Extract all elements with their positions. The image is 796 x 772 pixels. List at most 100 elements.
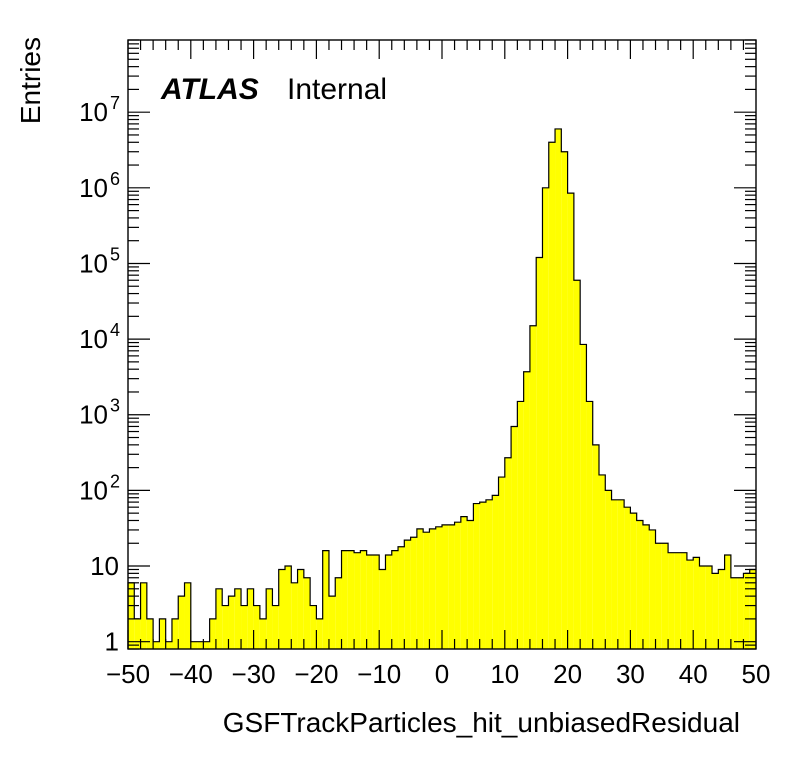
histogram-bin-20 xyxy=(253,605,260,649)
histogram-bin-77 xyxy=(611,499,618,649)
histogram-bin-28 xyxy=(303,577,311,649)
histogram-bin-73 xyxy=(586,401,593,649)
y-tick-exponent: 4 xyxy=(110,320,120,340)
x-axis-label: GSFTrackParticles_hit_unbiasedResidual xyxy=(223,707,740,738)
histogram-bin-69 xyxy=(561,151,568,649)
y-tick-exponent: 5 xyxy=(110,244,120,264)
histogram-bin-2 xyxy=(140,582,147,649)
y-tick-label: 10 xyxy=(79,324,108,354)
histogram-bin-44 xyxy=(404,540,411,649)
histogram-bin-70 xyxy=(567,193,574,649)
histogram-bin-34 xyxy=(341,550,348,649)
histogram-bin-43 xyxy=(398,546,405,649)
histogram-bin-81 xyxy=(636,520,643,649)
histogram-bin-64 xyxy=(529,325,537,649)
x-tick-label: −30 xyxy=(232,659,276,689)
histogram-bin-58 xyxy=(492,495,499,649)
histogram-bin-80 xyxy=(630,513,637,649)
histogram-bin-42 xyxy=(391,550,399,649)
histogram-bin-76 xyxy=(605,490,612,649)
x-tick-label: 20 xyxy=(553,659,582,689)
plot-frame xyxy=(127,39,757,650)
x-tick-label: 0 xyxy=(435,659,449,689)
histogram-outline xyxy=(127,128,756,649)
histogram-bin-86 xyxy=(668,552,675,649)
histogram-bin-41 xyxy=(385,554,392,649)
histogram-bin-7 xyxy=(171,618,179,649)
histogram-bin-95 xyxy=(724,554,731,649)
atlas-label: ATLAS xyxy=(160,73,259,106)
histogram-bin-91 xyxy=(699,566,706,649)
y-tick-label: 10 xyxy=(79,400,108,430)
histogram-bin-57 xyxy=(485,499,493,649)
histogram-bin-89 xyxy=(686,560,694,649)
y-tick-exponent: 3 xyxy=(110,396,120,416)
histogram-bin-25 xyxy=(285,566,292,649)
histogram-bin-54 xyxy=(467,520,474,649)
y-tick-label: 10 xyxy=(79,97,108,127)
histogram-bin-13 xyxy=(209,618,216,649)
histogram-bin-87 xyxy=(674,552,681,649)
histogram-bin-79 xyxy=(624,507,631,649)
x-tick-label: 10 xyxy=(490,659,519,689)
x-tick-label: −40 xyxy=(169,659,213,689)
histogram-bin-97 xyxy=(737,577,744,649)
histogram-bin-96 xyxy=(730,577,738,649)
x-tick-label: −50 xyxy=(106,659,150,689)
histogram-bin-78 xyxy=(617,499,625,649)
histogram-bin-16 xyxy=(228,596,235,649)
y-tick-label: 10 xyxy=(79,248,108,278)
histogram-bin-98 xyxy=(743,573,750,649)
histogram-bin-11 xyxy=(197,641,204,649)
y-tick-label: 1 xyxy=(105,627,119,657)
histogram-bin-26 xyxy=(291,582,298,649)
histogram-bin-35 xyxy=(347,550,355,649)
histogram-bin-23 xyxy=(272,605,279,649)
histogram-bin-30 xyxy=(316,618,323,649)
histogram-bin-22 xyxy=(266,588,273,649)
y-tick-exponent: 6 xyxy=(110,169,120,189)
histogram-bin-60 xyxy=(504,457,512,649)
histogram-bin-92 xyxy=(705,566,713,649)
x-tick-label: −10 xyxy=(357,659,401,689)
histogram-bin-83 xyxy=(649,529,656,649)
histogram-bin-15 xyxy=(222,605,229,649)
histogram-bin-0 xyxy=(128,582,135,649)
histogram-bin-67 xyxy=(548,142,556,650)
histogram-bin-68 xyxy=(555,128,562,649)
histogram-bin-65 xyxy=(536,257,543,649)
x-tick-labels: −50 −40 −30 −20 −10 0 10 20 30 40 50 xyxy=(106,659,771,689)
histogram-bin-12 xyxy=(203,641,210,649)
histogram-bin-93 xyxy=(712,573,719,649)
histogram-bin-29 xyxy=(310,605,317,649)
histogram-bin-27 xyxy=(297,569,304,649)
x-tick-label: 40 xyxy=(679,659,708,689)
y-tick-label: 10 xyxy=(79,173,108,203)
y-axis-label: Entries xyxy=(15,37,46,124)
histogram-bin-61 xyxy=(511,426,518,649)
histogram-bin-8 xyxy=(178,596,185,649)
x-tick-label: 30 xyxy=(616,659,645,689)
histogram-bin-21 xyxy=(259,618,267,649)
histogram-bin-72 xyxy=(580,344,587,649)
histogram-bin-94 xyxy=(718,569,725,649)
histogram-bin-88 xyxy=(680,552,687,649)
histogram-bin-19 xyxy=(247,588,254,649)
histogram-bin-9 xyxy=(184,582,191,649)
histogram-bin-5 xyxy=(159,618,166,649)
histogram-bin-38 xyxy=(366,554,373,649)
histogram-bin-52 xyxy=(454,522,461,649)
histogram-bin-55 xyxy=(473,503,480,649)
histogram-bin-3 xyxy=(146,618,154,649)
histogram-bin-39 xyxy=(372,554,380,649)
histogram-bin-90 xyxy=(693,557,700,649)
y-tick-label: 10 xyxy=(90,551,119,581)
histogram-bin-74 xyxy=(592,444,599,649)
histogram-bin-33 xyxy=(335,577,342,649)
histogram-bin-62 xyxy=(517,401,524,649)
y-tick-exponent: 2 xyxy=(110,471,120,491)
histogram-bin-32 xyxy=(328,596,336,649)
